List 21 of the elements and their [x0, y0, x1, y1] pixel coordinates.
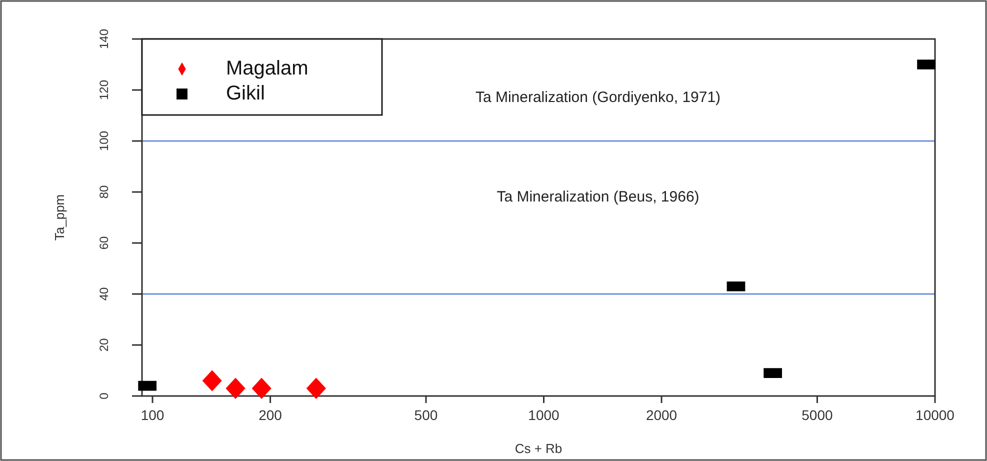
y-tick-label: 100: [97, 130, 111, 152]
x-tick-label: 10000: [916, 407, 955, 423]
x-tick-label: 2000: [646, 407, 678, 423]
legend-label: Magalam: [226, 57, 308, 80]
y-tick-label: 120: [97, 80, 111, 100]
legend-label: Gikil: [226, 82, 265, 104]
y-tick-label: 20: [97, 338, 111, 352]
y-tick-label: 60: [97, 236, 111, 250]
x-tick-label: 200: [258, 407, 282, 423]
annotation: Ta Mineralization (Beus, 1966): [496, 188, 700, 206]
y-tick-label: 40: [97, 287, 111, 301]
x-tick-label: 1000: [528, 407, 560, 423]
x-tick-label: 500: [414, 407, 438, 423]
y-tick-label: 80: [97, 185, 111, 199]
x-axis-title: Cs + Rb: [514, 441, 562, 456]
annotation: Ta Mineralization (Gordiyenko, 1971): [475, 89, 721, 106]
x-tick-label: 5000: [802, 407, 834, 423]
y-tick-label: 140: [97, 28, 111, 50]
y-tick-label: 0: [97, 392, 111, 400]
y-axis-title: Ta_ppm: [52, 194, 67, 241]
x-tick-label: 100: [140, 407, 164, 423]
